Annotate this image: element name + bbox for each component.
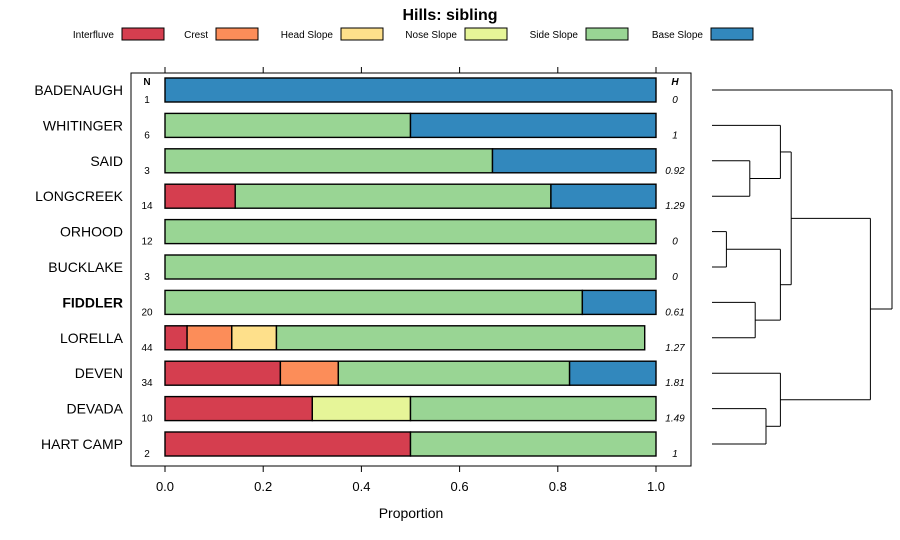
legend-label: Crest	[184, 30, 208, 41]
row-h-value: 0.61	[665, 307, 684, 318]
row-label: SAID	[90, 153, 123, 169]
legend-label: Nose Slope	[405, 30, 457, 41]
bar-segment	[164, 148, 494, 174]
row-label: DEVEN	[75, 365, 123, 381]
row-h-value: 1	[672, 130, 678, 141]
bar-segment	[164, 77, 657, 103]
row-label: HART CAMP	[41, 436, 123, 452]
row-n-value: 1	[144, 95, 150, 106]
row-n-value: 3	[144, 166, 150, 177]
bar-segment	[275, 325, 646, 351]
row-label: DEVADA	[66, 401, 123, 417]
legend-label: Base Slope	[652, 30, 704, 41]
bar-segment	[409, 112, 657, 139]
x-tick-label: 0.0	[156, 479, 174, 494]
bar-segment	[164, 112, 412, 139]
row-n-value: 14	[141, 201, 153, 212]
bar-segment	[581, 289, 657, 316]
row-h-value: 1.81	[665, 378, 684, 389]
bar-segment	[568, 360, 657, 386]
x-tick-label: 0.8	[549, 479, 567, 494]
bars-layer	[164, 77, 657, 457]
bar-segment	[186, 325, 233, 351]
row-n-value: 20	[141, 307, 153, 318]
legend-swatch	[585, 27, 629, 41]
plot-panel	[130, 72, 692, 467]
row-h-value: 1.29	[665, 201, 685, 212]
bar-segment	[409, 395, 657, 422]
legend-label: Head Slope	[281, 30, 334, 41]
row-label: WHITINGER	[43, 117, 123, 133]
bar-segment	[491, 148, 657, 174]
chart-title: Hills: sibling	[402, 7, 497, 24]
bar-segment	[164, 254, 657, 280]
legend-swatch	[215, 27, 259, 41]
row-label: FIDDLER	[62, 294, 123, 310]
x-axis: 0.0 0.2 0.4 0.6 0.8 1.0	[156, 67, 665, 494]
bar-segment	[164, 325, 188, 351]
legend-swatch	[340, 27, 384, 41]
row-n-value: 3	[144, 272, 150, 283]
legend-label: Side Slope	[530, 30, 579, 41]
bar-segment	[164, 183, 236, 209]
bar-segment	[231, 325, 278, 351]
dendrogram	[712, 89, 893, 445]
bar-segment	[164, 395, 314, 422]
row-n-value: 2	[144, 449, 150, 460]
row-label: BADENAUGH	[34, 82, 123, 98]
row-label: ORHOOD	[60, 224, 123, 240]
row-n-value: 6	[144, 130, 150, 141]
row-label: LORELLA	[60, 330, 124, 346]
row-h-value: 1	[672, 449, 678, 460]
x-axis-label: Proportion	[379, 505, 444, 521]
bar-segment	[234, 183, 552, 209]
legend-swatch	[121, 27, 165, 41]
legend-swatch	[710, 27, 754, 41]
row-h-value: 0	[672, 95, 678, 106]
legend: Interfluve Crest Head Slope Nose Slope Side …	[73, 27, 754, 41]
row-n-value: 34	[141, 378, 153, 389]
legend-swatch	[464, 27, 508, 41]
row-h-value: 0.92	[665, 166, 685, 177]
n-column-header: N	[143, 77, 150, 88]
bar-segment	[311, 395, 412, 422]
row-h-value: 1.27	[665, 343, 685, 354]
legend-label: Interfluve	[73, 30, 115, 41]
row-label: BUCKLAKE	[48, 259, 123, 275]
row-label: LONGCREEK	[35, 188, 124, 204]
bar-segment	[164, 289, 584, 316]
x-tick-label: 0.6	[451, 479, 469, 494]
x-tick-label: 1.0	[647, 479, 665, 494]
bar-segment	[164, 431, 412, 457]
bar-segment	[409, 431, 657, 457]
row-n-value: 10	[141, 414, 153, 425]
row-n-value: 44	[141, 343, 153, 354]
bar-segment	[550, 183, 657, 209]
bar-segment	[337, 360, 571, 386]
row-h-value: 0	[672, 237, 678, 248]
bar-segment	[164, 360, 282, 386]
bar-segment	[164, 218, 657, 245]
bar-segment	[279, 360, 340, 386]
x-tick-label: 0.2	[254, 479, 272, 494]
h-column-header: H	[671, 77, 679, 88]
row-n-value: 12	[141, 237, 153, 248]
row-h-value: 0	[672, 272, 678, 283]
x-tick-label: 0.4	[352, 479, 370, 494]
row-h-value: 1.49	[665, 414, 685, 425]
